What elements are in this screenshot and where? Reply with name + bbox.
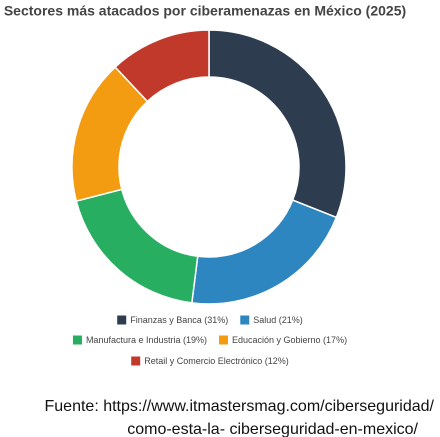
legend-label: Finanzas y Banca (31%) (130, 315, 228, 325)
legend-label: Educación y Gobierno (17%) (232, 335, 347, 345)
legend-swatch (117, 315, 127, 325)
legend-swatch (219, 335, 228, 345)
chart-title: Sectores más atacados por ciberamenazas … (4, 3, 406, 19)
legend-swatch (131, 356, 141, 366)
legend-label: Salud (21%) (253, 315, 303, 325)
legend-swatch (72, 335, 82, 345)
legend-label: Manufactura e Industria (19%) (86, 335, 207, 345)
donut-slice (75, 188, 199, 304)
donut-slice (190, 199, 338, 305)
source: como-esta-la- ciberseguridad-en-mexico/ (127, 421, 418, 437)
donut-slice (114, 29, 210, 103)
source: Fuente: https://www.itmastersmag.com/cib… (45, 398, 435, 415)
legend-swatch (240, 315, 250, 325)
legend-label: Retail y Comercio Electrónico (12%) (144, 356, 289, 366)
donut-slice (208, 29, 347, 219)
